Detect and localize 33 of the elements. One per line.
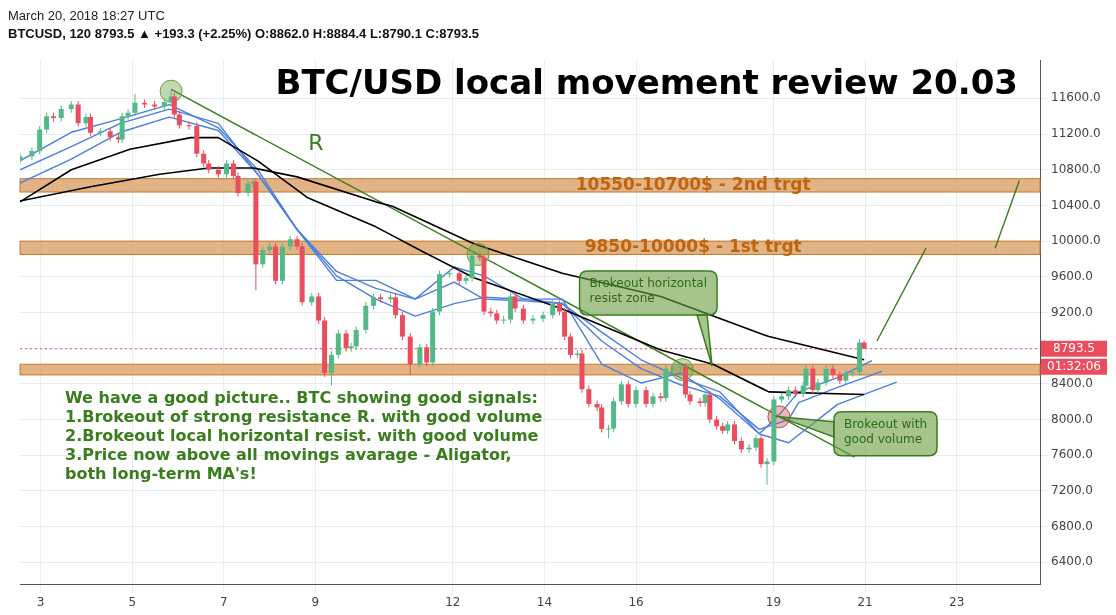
chart-subtitle: BTCUSD, 120 8793.5 ▲ +193.3 (+2.25%) O:8862.0 H:8884.4 L:8790.1 C:8793.5 bbox=[8, 26, 481, 43]
x-tick-label: 21 bbox=[857, 594, 873, 609]
text: 01:32:06 bbox=[1047, 358, 1101, 373]
x-tick-label: 14 bbox=[536, 594, 553, 609]
y-tick-label: 6800.0 bbox=[1051, 518, 1093, 533]
ref-line-label: 8793.5 bbox=[1053, 340, 1095, 355]
y-tick-label: 11200.0 bbox=[1051, 126, 1101, 141]
y-tick-label: 9200.0 bbox=[1051, 304, 1093, 319]
y-tick-label: 7600.0 bbox=[1051, 447, 1093, 462]
x-tick-label: 5 bbox=[128, 594, 137, 609]
y-tick-label: 8000.0 bbox=[1051, 411, 1093, 426]
band-label: 9850-10000$ - 1st trgt bbox=[584, 236, 802, 257]
text: March 20, 2018 18:27 UTC bbox=[8, 8, 166, 25]
x-tick-label: 16 bbox=[628, 594, 644, 609]
y-tick-label: 8400.0 bbox=[1051, 375, 1093, 390]
y-tick-label: 9600.0 bbox=[1051, 268, 1093, 283]
band-label: 10550-10700$ - 2nd trgt bbox=[575, 173, 811, 194]
x-tick-label: 12 bbox=[445, 594, 461, 609]
x-tick-label: 9 bbox=[311, 594, 320, 609]
annotation: We have a good picture.. BTC showing good signals: 1.Brokeout of strong resistance R. with good volume 2.Brokeout local horizontal resist. with good volume 3.Price now above all movings avarage - Aligator, both long-term MA's! bbox=[65, 387, 543, 483]
y-tick-label: 10000.0 bbox=[1051, 233, 1101, 248]
y-tick-label: 11600.0 bbox=[1051, 90, 1101, 105]
y-tick-label: 10800.0 bbox=[1051, 161, 1101, 176]
annotation: Brokeout with good volume bbox=[843, 417, 928, 446]
x-tick-label: 7 bbox=[220, 594, 228, 609]
x-tick-label: 3 bbox=[36, 594, 45, 609]
annotation: R bbox=[308, 129, 324, 155]
y-tick-label: 10400.0 bbox=[1051, 197, 1101, 212]
chart-title: BTC/USD local movement review 20.03 bbox=[275, 61, 1018, 102]
x-tick-label: 19 bbox=[765, 594, 782, 609]
y-tick-label: 6400.0 bbox=[1051, 554, 1093, 569]
x-tick-label: 23 bbox=[949, 594, 965, 609]
y-tick-label: 7200.0 bbox=[1051, 483, 1093, 498]
